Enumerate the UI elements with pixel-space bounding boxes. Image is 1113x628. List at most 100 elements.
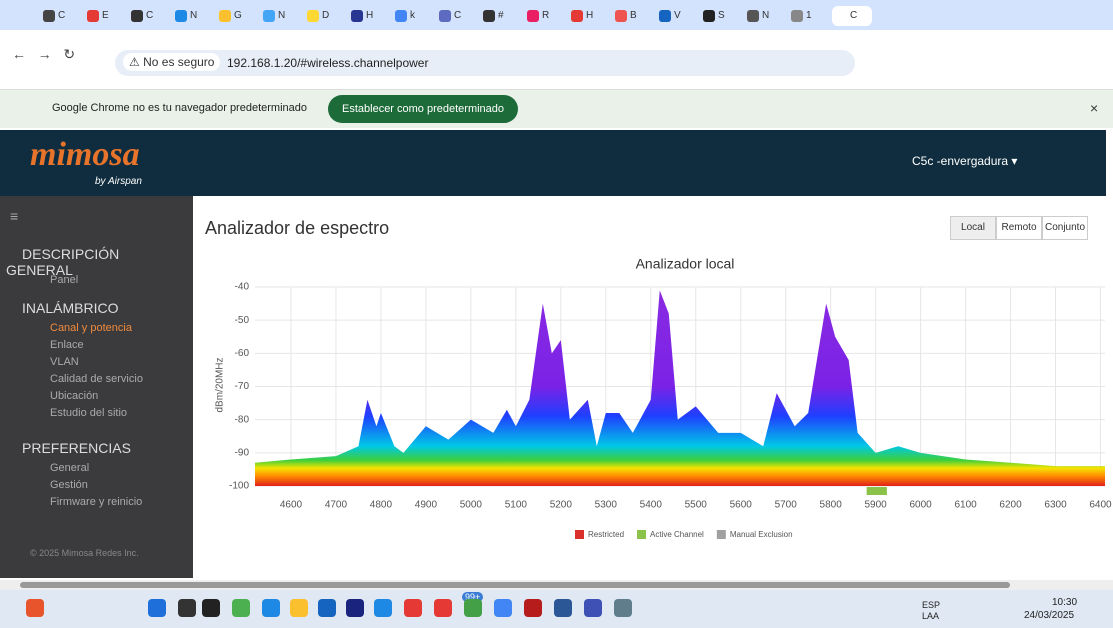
taskbar-icon[interactable] — [464, 599, 482, 617]
x-tick-label: 6200 — [999, 500, 1022, 511]
tab[interactable]: H — [568, 6, 608, 26]
close-infobar[interactable]: × — [1090, 100, 1099, 116]
x-tick-label: 5500 — [685, 500, 708, 511]
menu-icon[interactable]: ≡ — [10, 208, 19, 224]
default-button[interactable]: Establecer como predeterminado — [328, 95, 519, 123]
x-tick-label: 6100 — [954, 500, 977, 511]
taskbar-icon[interactable] — [434, 599, 452, 617]
tab[interactable]: C — [436, 6, 476, 26]
tab[interactable]: N — [172, 6, 212, 26]
menu-item[interactable]: Gestión — [50, 479, 88, 491]
device-menu[interactable]: C5c -envergadura ▾ — [912, 154, 1018, 168]
taskbar-icon[interactable] — [374, 599, 392, 617]
infobar-text: Google Chrome no es tu navegador predete… — [52, 102, 307, 114]
taskbar-icon[interactable] — [404, 599, 422, 617]
taskbar-icon[interactable] — [346, 599, 364, 617]
taskbar-icon[interactable] — [524, 599, 542, 617]
lang2: LAA — [922, 611, 940, 621]
taskbar-icon[interactable] — [232, 599, 250, 617]
tab[interactable]: G — [216, 6, 256, 26]
scrollbar[interactable] — [0, 580, 1113, 590]
section-title[interactable]: INALÁMBRICO — [22, 300, 119, 316]
menu-item[interactable]: VLAN — [50, 356, 79, 368]
menu-item[interactable]: Enlace — [50, 339, 84, 351]
x-tick-label: 5900 — [865, 500, 888, 511]
taskbar-icon[interactable] — [148, 599, 166, 617]
taskbar-icon[interactable] — [584, 599, 602, 617]
tab[interactable]: H — [348, 6, 388, 26]
x-tick-label: 5600 — [730, 500, 753, 511]
taskbar-icon[interactable] — [202, 599, 220, 617]
active-channel — [866, 487, 887, 495]
x-tick-label: 4600 — [280, 500, 303, 511]
taskbar-icon[interactable] — [494, 599, 512, 617]
x-tick-label: 6300 — [1044, 500, 1067, 511]
y-tick-label: -50 — [235, 315, 250, 326]
menu-item[interactable]: Calidad de servicio — [50, 373, 143, 385]
tab[interactable]: N — [260, 6, 300, 26]
tab[interactable]: C — [40, 6, 80, 26]
y-tick-label: -70 — [235, 381, 250, 392]
spectrum-chart: Analizador local dBm/20MHz -100 -90 -80 -70… — [215, 256, 1112, 539]
menu-item[interactable]: Panel — [50, 274, 79, 286]
x-tick-label: 4900 — [415, 500, 438, 511]
menu-item[interactable]: General — [50, 462, 90, 474]
tab[interactable]: R — [524, 6, 564, 26]
menu-item[interactable]: Canal y potencia — [50, 322, 132, 334]
toolbar: ← → ↻ ⚠ No es seguro 192.168.1.20/#wirel… — [0, 30, 1113, 90]
lang: ESP — [922, 600, 941, 610]
taskbar-icon[interactable] — [554, 599, 572, 617]
taskbar-icon[interactable] — [178, 599, 196, 617]
view-button[interactable]: Conjunto — [1042, 216, 1088, 240]
tab[interactable]: S — [700, 6, 740, 26]
taskbar-icon[interactable] — [290, 599, 308, 617]
taskbar-icon[interactable] — [262, 599, 280, 617]
nav-buttons[interactable]: ← → ↻ — [12, 46, 76, 62]
section-title[interactable]: DESCRIPCIÓN — [22, 246, 120, 262]
y-tick-label: -60 — [235, 348, 250, 359]
x-tick-label: 4700 — [325, 500, 348, 511]
security-chip[interactable]: ⚠ No es seguro — [123, 53, 221, 71]
y-tick-label: -100 — [229, 481, 249, 492]
tab[interactable]: k — [392, 6, 432, 26]
menu-item[interactable]: Estudio del sitio — [50, 407, 128, 419]
badge: 99+ — [462, 592, 484, 602]
logo-sub: by Airspan — [95, 176, 142, 187]
tab[interactable]: B — [612, 6, 652, 26]
section-title[interactable]: GENERAL — [6, 262, 73, 278]
site-header: mimosa by Airspan C5c -envergadura ▾ — [0, 130, 1106, 196]
device: C5c -envergadura — [912, 154, 1009, 168]
tab[interactable]: C — [128, 6, 168, 26]
x-tick-label: 5200 — [550, 500, 573, 511]
taskbar-icon[interactable] — [614, 599, 632, 617]
legend-label: Manual Exclusion — [730, 530, 793, 539]
tab[interactable]: # — [480, 6, 520, 26]
x-tick-label: 5700 — [775, 500, 798, 511]
x-tick-label: 4800 — [370, 500, 393, 511]
menu-item[interactable]: Firmware y reinicio — [50, 496, 143, 508]
tab[interactable]: 1 — [788, 6, 828, 26]
taskbar-icon[interactable] — [26, 599, 44, 617]
legend-swatch — [716, 530, 726, 539]
view-button[interactable]: Remoto — [996, 216, 1042, 240]
y-tick-label: -90 — [235, 447, 250, 458]
tab[interactable]: N — [744, 6, 784, 26]
x-tick-label: 5400 — [640, 500, 663, 511]
tab[interactable]: E — [84, 6, 124, 26]
y-tick-label: -80 — [235, 414, 250, 425]
tab[interactable]: V — [656, 6, 696, 26]
tab[interactable]: D — [304, 6, 344, 26]
page-title: Analizador de espectro — [205, 218, 390, 238]
chart-title: Analizador local — [636, 256, 735, 272]
sidebar: ≡ © 2025 Mimosa Redes Inc. DESCRIPCIÓN GE… — [0, 196, 193, 578]
legend-swatch — [575, 530, 584, 539]
url: 192.168.1.20/#wireless.channelpower — [227, 56, 429, 70]
section-title[interactable]: PREFERENCIAS — [22, 440, 131, 456]
view-button[interactable]: Local — [950, 216, 996, 240]
omnibox[interactable]: ⚠ No es seguro 192.168.1.20/#wireless.ch… — [115, 50, 855, 76]
menu-item[interactable]: Ubicación — [50, 390, 99, 402]
taskbar-icon[interactable] — [318, 599, 336, 617]
tab[interactable]: C — [832, 6, 872, 26]
legend-label: Restricted — [588, 530, 624, 539]
